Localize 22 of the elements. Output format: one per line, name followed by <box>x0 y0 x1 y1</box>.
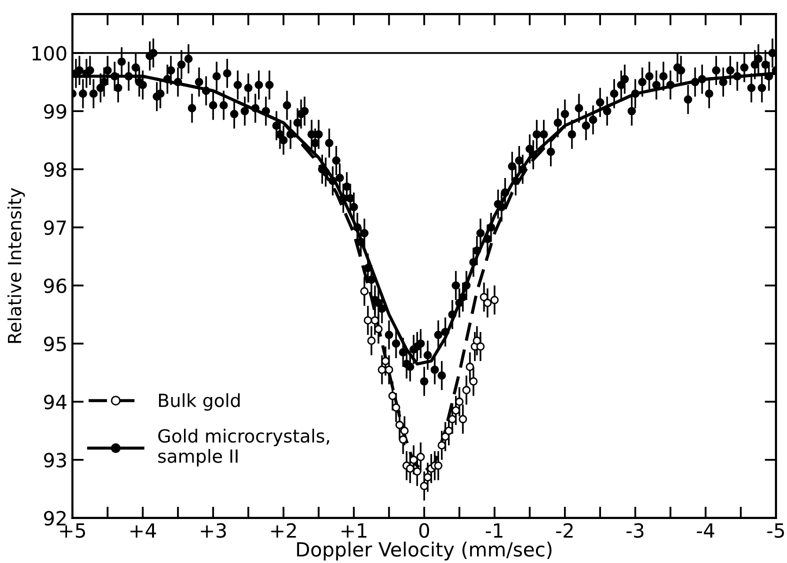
x-tick-label: -2 <box>556 523 573 538</box>
x-tick-label: -3 <box>626 523 644 538</box>
y-tick-label: 100 <box>32 46 66 61</box>
y-tick-label: 99 <box>44 104 66 119</box>
y-tick-label: 94 <box>44 394 66 410</box>
x-tick-label: +3 <box>200 523 226 538</box>
legend-label: Bulk gold <box>159 393 240 411</box>
x-tick-label: -4 <box>696 523 714 538</box>
x-tick-label: +1 <box>342 523 366 538</box>
x-tick-label: -5 <box>767 523 784 538</box>
y-tick-label: 98 <box>44 162 66 177</box>
y-axis-title: Relative Intensity <box>7 188 25 343</box>
x-tick-label: -1 <box>486 523 502 538</box>
y-tick-label: 96 <box>44 278 66 294</box>
y-tick-label: 97 <box>44 220 66 236</box>
y-tick-label: 95 <box>44 336 66 352</box>
x-axis-title: Doppler Velocity (mm/sec) <box>297 542 552 560</box>
x-tick-label: +2 <box>271 523 296 538</box>
x-tick-label: 0 <box>419 523 430 538</box>
y-tick-label: 93 <box>44 452 66 468</box>
x-tick-label: +4 <box>130 523 156 538</box>
legend-label: Gold microcrystals, sample II <box>158 428 330 466</box>
